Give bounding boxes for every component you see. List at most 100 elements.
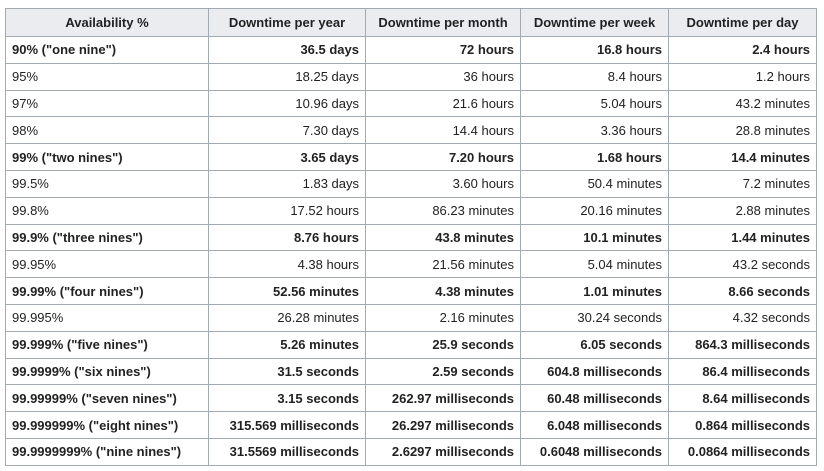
downtime-cell: 72 hours [365, 36, 521, 64]
column-header: Availability % [5, 8, 209, 37]
downtime-cell: 3.36 hours [520, 116, 669, 145]
downtime-cell: 0.864 milliseconds [668, 411, 817, 439]
downtime-cell: 18.25 days [208, 62, 366, 91]
availability-cell: 90% ("one nine") [5, 36, 209, 64]
downtime-cell: 20.16 minutes [520, 196, 669, 225]
table-row: 99.999999% ("eight nines") 315.569 millis… [5, 411, 817, 439]
availability-cell: 99% ("two nines") [5, 143, 209, 171]
downtime-cell: 26.297 milliseconds [365, 411, 521, 439]
downtime-cell: 5.04 hours [520, 89, 669, 118]
column-header: Downtime per week [520, 8, 669, 37]
downtime-cell: 864.3 milliseconds [668, 330, 817, 359]
availability-cell: 98% [5, 116, 209, 145]
availability-cell: 99.999999% ("eight nines") [5, 411, 209, 439]
downtime-cell: 4.38 hours [208, 250, 366, 279]
downtime-cell: 60.48 milliseconds [520, 384, 669, 413]
availability-cell: 99.9999999% ("nine nines") [5, 437, 209, 466]
table-row: 99.8% 17.52 hours 86.23 minutes 20.16 minut… [5, 196, 817, 225]
downtime-cell: 36.5 days [208, 36, 366, 64]
downtime-cell: 36 hours [365, 62, 521, 91]
downtime-cell: 30.24 seconds [520, 303, 669, 332]
availability-cell: 99.995% [5, 303, 209, 332]
table-row: 99.999% ("five nines") 5.26 minutes 25.9 s… [5, 330, 817, 359]
column-header: Downtime per month [365, 8, 521, 37]
downtime-cell: 31.5569 milliseconds [208, 437, 366, 466]
table-row: 99.99% ("four nines") 52.56 minutes 4.38 m… [5, 277, 817, 305]
downtime-cell: 4.38 minutes [365, 277, 521, 305]
availability-cell: 99.99999% ("seven nines") [5, 384, 209, 413]
downtime-cell: 8.66 seconds [668, 277, 817, 305]
downtime-cell: 21.56 minutes [365, 250, 521, 279]
downtime-cell: 43.2 seconds [668, 250, 817, 279]
downtime-cell: 10.96 days [208, 89, 366, 118]
header-row: Availability % Downtime per year Downtime … [5, 8, 817, 37]
downtime-cell: 604.8 milliseconds [520, 357, 669, 386]
downtime-cell: 1.01 minutes [520, 277, 669, 305]
availability-cell: 99.8% [5, 196, 209, 225]
downtime-cell: 43.8 minutes [365, 223, 521, 252]
column-header: Downtime per day [668, 8, 817, 37]
downtime-cell: 3.15 seconds [208, 384, 366, 413]
downtime-cell: 86.23 minutes [365, 196, 521, 225]
downtime-cell: 8.4 hours [520, 62, 669, 91]
availability-cell: 99.999% ("five nines") [5, 330, 209, 359]
downtime-cell: 26.28 minutes [208, 303, 366, 332]
downtime-cell: 2.6297 milliseconds [365, 437, 521, 466]
downtime-cell: 1.44 minutes [668, 223, 817, 252]
table-row: 99% ("two nines") 3.65 days 7.20 hours 1.68… [5, 143, 817, 171]
downtime-cell: 2.4 hours [668, 36, 817, 64]
downtime-cell: 43.2 minutes [668, 89, 817, 118]
downtime-cell: 14.4 hours [365, 116, 521, 145]
table-row: 95% 18.25 days 36 hours 8.4 hours 1.2 hours [5, 62, 817, 91]
downtime-cell: 6.05 seconds [520, 330, 669, 359]
availability-cell: 99.9% ("three nines") [5, 223, 209, 252]
downtime-cell: 31.5 seconds [208, 357, 366, 386]
downtime-cell: 21.6 hours [365, 89, 521, 118]
downtime-cell: 0.0864 milliseconds [668, 437, 817, 466]
downtime-cell: 14.4 minutes [668, 143, 817, 171]
availability-table: Availability % Downtime per year Downtime … [5, 8, 817, 466]
table-row: 99.9% ("three nines") 8.76 hours 43.8 minu… [5, 223, 817, 252]
table-row: 98% 7.30 days 14.4 hours 3.36 hours 28.8 min… [5, 116, 817, 145]
downtime-cell: 262.97 milliseconds [365, 384, 521, 413]
availability-cell: 99.99% ("four nines") [5, 277, 209, 305]
downtime-cell: 5.26 minutes [208, 330, 366, 359]
downtime-cell: 0.6048 milliseconds [520, 437, 669, 466]
availability-cell: 95% [5, 62, 209, 91]
downtime-cell: 6.048 milliseconds [520, 411, 669, 439]
downtime-cell: 2.59 seconds [365, 357, 521, 386]
availability-cell: 99.9999% ("six nines") [5, 357, 209, 386]
downtime-cell: 315.569 milliseconds [208, 411, 366, 439]
downtime-cell: 25.9 seconds [365, 330, 521, 359]
downtime-cell: 7.20 hours [365, 143, 521, 171]
table-row: 99.9999% ("six nines") 31.5 seconds 2.59 s… [5, 357, 817, 386]
column-header: Downtime per year [208, 8, 366, 37]
downtime-cell: 7.2 minutes [668, 169, 817, 198]
downtime-cell: 16.8 hours [520, 36, 669, 64]
table-row: 99.5% 1.83 days 3.60 hours 50.4 minutes 7.2 … [5, 169, 817, 198]
downtime-cell: 7.30 days [208, 116, 366, 145]
table-row: 99.995% 26.28 minutes 2.16 minutes 30.24 se… [5, 303, 817, 332]
downtime-cell: 52.56 minutes [208, 277, 366, 305]
downtime-cell: 28.8 minutes [668, 116, 817, 145]
downtime-cell: 5.04 minutes [520, 250, 669, 279]
downtime-cell: 4.32 seconds [668, 303, 817, 332]
downtime-cell: 1.83 days [208, 169, 366, 198]
availability-cell: 99.5% [5, 169, 209, 198]
downtime-cell: 1.2 hours [668, 62, 817, 91]
table-row: 99.95% 4.38 hours 21.56 minutes 5.04 minute… [5, 250, 817, 279]
table-row: 99.99999% ("seven nines") 3.15 seconds 262… [5, 384, 817, 413]
downtime-cell: 86.4 milliseconds [668, 357, 817, 386]
downtime-cell: 10.1 minutes [520, 223, 669, 252]
downtime-cell: 17.52 hours [208, 196, 366, 225]
downtime-cell: 50.4 minutes [520, 169, 669, 198]
downtime-cell: 8.64 milliseconds [668, 384, 817, 413]
downtime-cell: 3.65 days [208, 143, 366, 171]
availability-cell: 97% [5, 89, 209, 118]
downtime-cell: 2.16 minutes [365, 303, 521, 332]
availability-cell: 99.95% [5, 250, 209, 279]
downtime-cell: 2.88 minutes [668, 196, 817, 225]
table-row: 90% ("one nine") 36.5 days 72 hours 16.8 ho… [5, 36, 817, 64]
table-row: 99.9999999% ("nine nines") 31.5569 millis… [5, 437, 817, 466]
